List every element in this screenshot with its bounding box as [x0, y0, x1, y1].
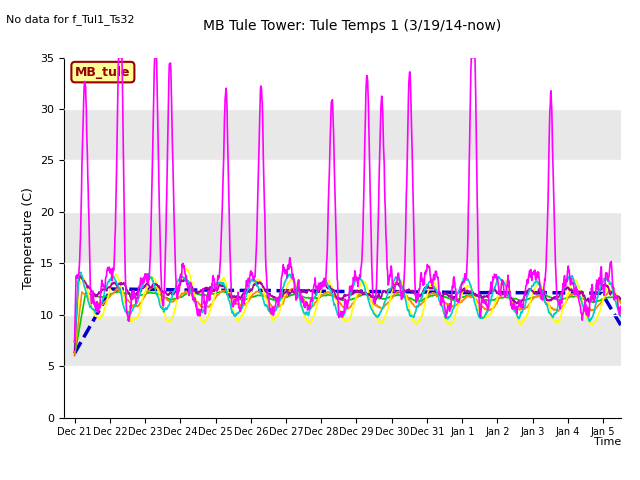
Bar — [64, 58, 621, 109]
Tul1_Ts0 — [71, 351, 79, 357]
Tul1_Tw+30 — [342, 293, 350, 299]
Tul1_Ts-8 — [71, 353, 79, 359]
Tul1_Ts-16 — [342, 288, 350, 294]
Tul1_Ts-8 — [159, 294, 166, 300]
Tul1_Ts-16 — [71, 350, 79, 356]
Tul1_Tw+50 — [573, 284, 580, 290]
Tul1_Tw+10 — [71, 347, 79, 352]
Tul1_Tw+50 — [332, 303, 339, 309]
Tul1_Tw+10 — [490, 303, 497, 309]
Tul1_Ts-16 — [635, 352, 640, 358]
Line: Tul1_Ts0: Tul1_Ts0 — [75, 286, 639, 359]
Tul1_Ts-16 — [490, 290, 497, 296]
Tul1_Tw+100 — [342, 298, 350, 304]
Tul1_Tw+30 — [573, 289, 580, 295]
Tul1_Tw+100 — [332, 203, 339, 209]
Line: Tul1_Ts-16: Tul1_Ts-16 — [75, 289, 639, 355]
Tul1_Tw+30 — [332, 292, 339, 298]
Tul1_Tw+10 — [635, 354, 640, 360]
Tul1_Tw+100 — [115, 55, 122, 60]
Tul1_Tw+100 — [159, 303, 167, 309]
Text: Time: Time — [593, 437, 621, 447]
Tul1_Ts0 — [150, 283, 157, 289]
Tul1_Tw+50 — [159, 306, 167, 312]
Tul1_Ts-16 — [628, 340, 636, 346]
Tul1_Ts-8 — [490, 297, 497, 303]
Tul1_Tw+100 — [635, 328, 640, 334]
Tul1_Ts-8 — [628, 320, 636, 326]
Tul1_Tw+10 — [628, 315, 636, 321]
Tul1_Tw+100 — [628, 305, 636, 311]
Tul1_Tw+10 — [159, 303, 166, 309]
Tul1_Ts-16 — [109, 286, 116, 292]
Text: No data for f_Tul1_Ts32: No data for f_Tul1_Ts32 — [6, 14, 135, 25]
Tul1_Ts0 — [159, 293, 167, 299]
Bar — [64, 264, 621, 315]
Tul1_Tw+30 — [628, 293, 636, 299]
Tul1_Ts-16 — [573, 290, 580, 296]
Tul1_Tw+30 — [76, 273, 84, 279]
Tul1_Tw+100 — [490, 275, 497, 281]
Tul1_Ts0 — [628, 306, 636, 312]
Text: MB_tule: MB_tule — [75, 66, 131, 79]
Tul1_Tw+30 — [71, 347, 79, 353]
Line: Tul1_Tw+50: Tul1_Tw+50 — [75, 272, 639, 355]
Tul1_Tw+100 — [71, 339, 79, 345]
Y-axis label: Temperature (C): Temperature (C) — [22, 187, 35, 288]
Line: Tul1_Tw+30: Tul1_Tw+30 — [75, 276, 639, 350]
Tul1_Ts-8 — [219, 288, 227, 294]
Line: Tul1_Tw+10: Tul1_Tw+10 — [75, 268, 639, 357]
Tul1_Tw+30 — [490, 288, 497, 294]
Tul1_Tw+100 — [573, 287, 580, 293]
Bar — [64, 212, 621, 264]
Tul1_Tw+50 — [342, 306, 350, 312]
Tul1_Ts-8 — [635, 357, 640, 363]
Tul1_Tw+50 — [628, 300, 636, 306]
Tul1_Ts-16 — [332, 288, 339, 294]
Tul1_Tw+30 — [159, 289, 167, 295]
Tul1_Ts0 — [342, 306, 350, 312]
Tul1_Tw+30 — [635, 346, 640, 351]
Tul1_Tw+10 — [332, 290, 339, 296]
Line: Tul1_Tw+100: Tul1_Tw+100 — [75, 58, 639, 342]
Tul1_Ts0 — [490, 305, 497, 311]
Tul1_Ts-8 — [573, 293, 580, 299]
Tul1_Ts-8 — [332, 294, 339, 300]
Tul1_Ts0 — [573, 293, 580, 299]
Tul1_Tw+50 — [490, 287, 497, 293]
Bar — [64, 160, 621, 212]
Bar — [64, 109, 621, 160]
Line: Tul1_Ts-8: Tul1_Ts-8 — [75, 291, 639, 360]
Bar — [64, 366, 621, 418]
Tul1_Ts0 — [332, 295, 339, 300]
Tul1_Ts-8 — [342, 298, 350, 304]
Tul1_Tw+10 — [182, 265, 190, 271]
Tul1_Tw+10 — [342, 317, 350, 323]
Tul1_Tw+50 — [71, 339, 79, 345]
Text: MB Tule Tower: Tule Temps 1 (3/19/14-now): MB Tule Tower: Tule Temps 1 (3/19/14-now… — [203, 19, 501, 33]
Bar — [64, 315, 621, 366]
Tul1_Tw+50 — [635, 352, 640, 358]
Tul1_Tw+10 — [573, 278, 580, 284]
Tul1_Ts-16 — [159, 287, 167, 292]
Tul1_Ts0 — [635, 356, 640, 362]
Tul1_Tw+50 — [77, 269, 84, 275]
